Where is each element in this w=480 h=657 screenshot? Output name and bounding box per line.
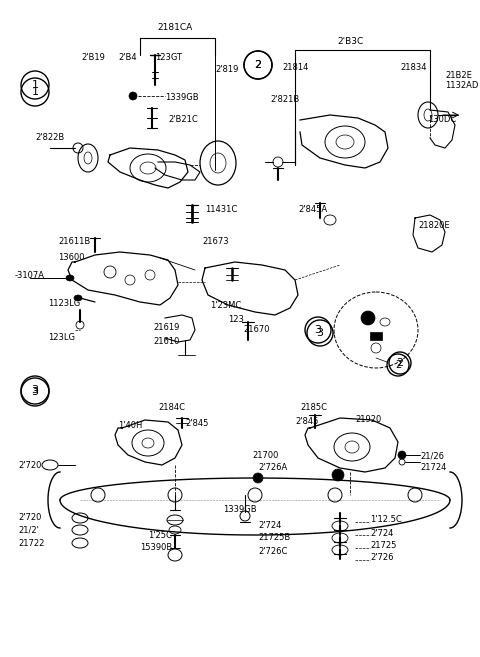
Ellipse shape	[66, 275, 74, 281]
Text: 21724: 21724	[420, 463, 446, 472]
Text: 2'726A: 2'726A	[258, 463, 287, 472]
Text: 2'B4: 2'B4	[118, 53, 137, 62]
Text: 1123LG: 1123LG	[48, 298, 80, 307]
Text: 21670: 21670	[243, 325, 269, 334]
Text: 1: 1	[32, 80, 38, 90]
Text: 21673: 21673	[202, 237, 228, 246]
Text: 1339GB: 1339GB	[223, 505, 257, 514]
Text: 1339GB: 1339GB	[165, 93, 199, 101]
Text: 11431C: 11431C	[205, 206, 237, 214]
Text: 2181CA: 2181CA	[157, 24, 192, 32]
Text: 2'822B: 2'822B	[35, 133, 64, 143]
Text: 2: 2	[254, 60, 262, 70]
Text: 2'845: 2'845	[295, 417, 318, 426]
Bar	[370, 332, 382, 340]
Text: 21725B: 21725B	[258, 533, 290, 543]
Circle shape	[398, 451, 406, 459]
Text: 130DC: 130DC	[428, 116, 456, 124]
Text: 2: 2	[395, 360, 401, 370]
Text: 21700: 21700	[252, 451, 278, 459]
Ellipse shape	[74, 295, 82, 301]
Text: 1'40H: 1'40H	[118, 420, 143, 430]
Text: 3: 3	[32, 385, 38, 395]
Text: 3: 3	[314, 325, 322, 335]
Text: 2'720: 2'720	[18, 461, 41, 470]
Circle shape	[361, 311, 375, 325]
Text: 21722: 21722	[18, 539, 44, 547]
Text: 2'845: 2'845	[185, 419, 208, 428]
Text: 2'821B: 2'821B	[270, 95, 299, 104]
Text: 2185C: 2185C	[300, 403, 327, 413]
Text: 2: 2	[254, 60, 262, 70]
Text: 1'25C: 1'25C	[148, 530, 172, 539]
Text: 2184C: 2184C	[158, 403, 185, 413]
Text: 3: 3	[32, 387, 38, 397]
Text: 21834: 21834	[400, 64, 427, 72]
Text: 21B2E: 21B2E	[445, 70, 472, 79]
Text: 21814: 21814	[282, 64, 308, 72]
Text: 1132AD: 1132AD	[445, 81, 479, 89]
Text: 21/2': 21/2'	[18, 526, 39, 535]
Text: 2'724: 2'724	[370, 528, 394, 537]
Text: 2'726C: 2'726C	[258, 547, 288, 556]
Text: 2'720: 2'720	[18, 514, 41, 522]
Text: 3: 3	[316, 328, 324, 338]
Text: 21725: 21725	[370, 541, 396, 551]
Text: 21610: 21610	[153, 338, 180, 346]
Text: 21/26: 21/26	[420, 451, 444, 461]
Text: 123LG: 123LG	[48, 332, 75, 342]
Text: 2'845A: 2'845A	[298, 206, 327, 214]
Text: 2'B19: 2'B19	[81, 53, 105, 62]
Text: -3107A: -3107A	[15, 271, 45, 279]
Text: 2'726: 2'726	[370, 553, 394, 562]
Circle shape	[332, 469, 344, 481]
Circle shape	[253, 473, 263, 483]
Text: 1'12.5C: 1'12.5C	[370, 516, 402, 524]
Text: 2'724: 2'724	[258, 520, 281, 530]
Text: 21920: 21920	[355, 415, 381, 424]
Text: 2'B21C: 2'B21C	[168, 116, 198, 124]
Circle shape	[129, 92, 137, 100]
Text: 21820E: 21820E	[418, 221, 450, 229]
Text: 13600: 13600	[58, 254, 84, 263]
Text: 123GT: 123GT	[155, 53, 182, 62]
Text: 2'819: 2'819	[215, 66, 239, 74]
Text: 2'B3C: 2'B3C	[337, 37, 363, 47]
Text: 15390B: 15390B	[140, 543, 172, 553]
Text: 2: 2	[396, 358, 404, 368]
Text: 21611B: 21611B	[58, 237, 90, 246]
Text: 1'23MC: 1'23MC	[210, 300, 241, 309]
Text: 1: 1	[32, 87, 38, 97]
Text: 21619: 21619	[153, 323, 180, 332]
Text: 123: 123	[228, 315, 244, 325]
